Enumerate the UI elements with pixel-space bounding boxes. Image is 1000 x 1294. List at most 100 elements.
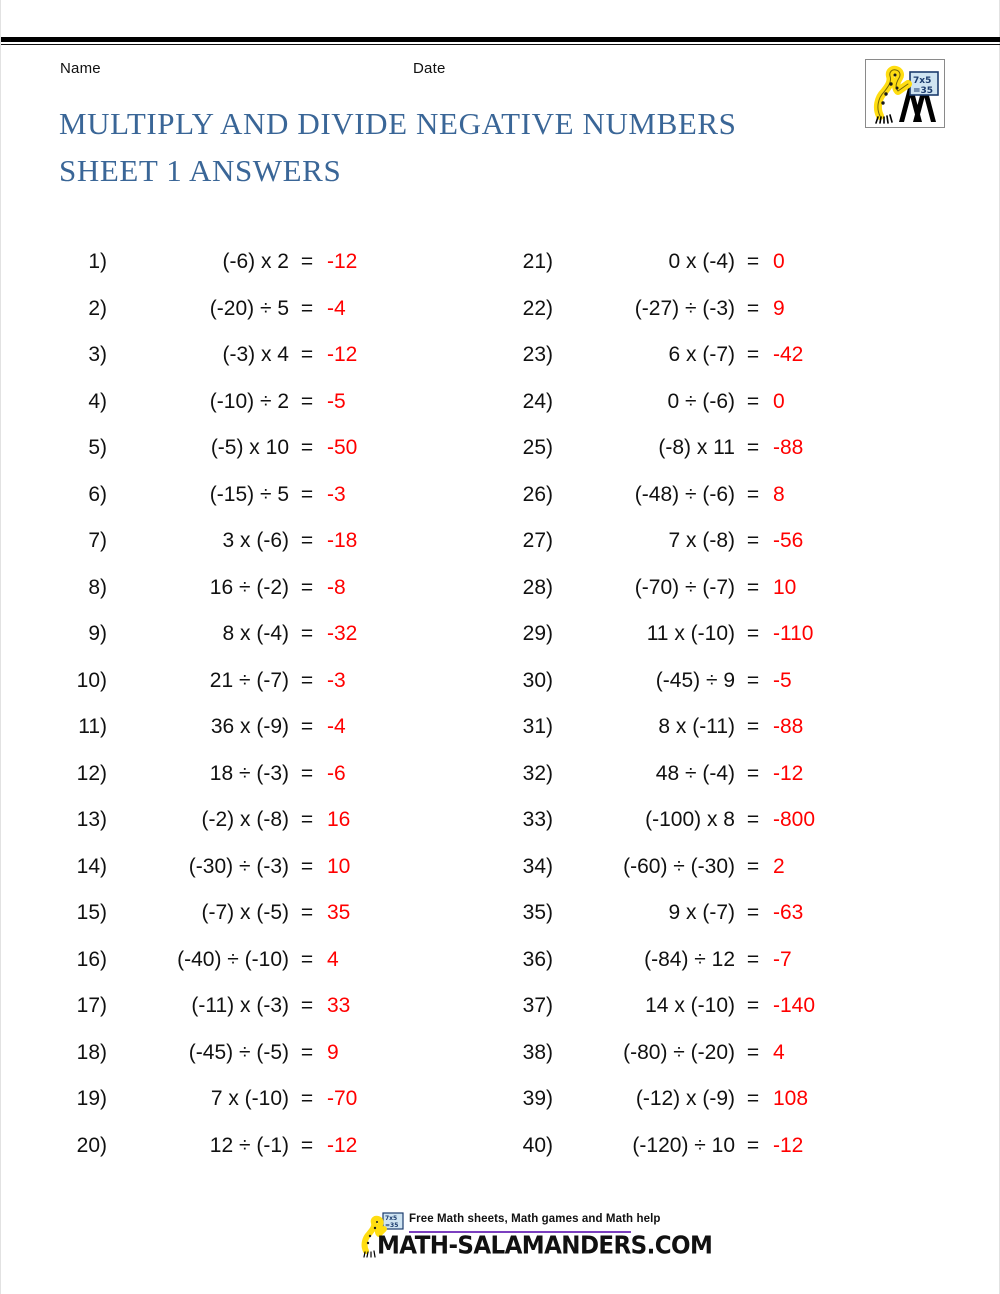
problem-expression: (-60) ÷ (-30) (623, 854, 735, 878)
problem-number: 40) (522, 1133, 553, 1157)
equals-sign: = (300, 482, 314, 506)
problem-row: 24) 0 ÷ (-6) = 0 (509, 390, 955, 437)
date-label: Date (413, 60, 446, 77)
page-title: MULTIPLY AND DIVIDE NEGATIVE NUMBERS SHE… (59, 100, 849, 194)
equals-sign: = (300, 808, 314, 831)
footer-underline (409, 1231, 631, 1233)
problem-number: 18) (76, 1040, 107, 1064)
problem-number: 8) (88, 575, 107, 599)
problem-row: 8) 16 ÷ (-2) = -8 (63, 576, 509, 623)
problem-expression: (-70) ÷ (-7) (634, 575, 735, 599)
equals-sign: = (300, 761, 314, 785)
problem-answer: -5 (773, 668, 792, 692)
problem-row: 37) 14 x (-10) = -140 (509, 994, 955, 1041)
problem-answer: 0 (773, 250, 785, 273)
problem-number: 28) (522, 575, 553, 599)
problem-number: 10) (76, 668, 107, 692)
problem-answer: 10 (327, 854, 351, 878)
problem-row: 25) (-8) x 11 = -88 (509, 436, 955, 483)
problem-expression: (-5) x 10 (210, 436, 289, 459)
problem-number: 23) (522, 343, 553, 366)
problem-answer: 4 (327, 947, 339, 971)
problem-expression: 0 x (-4) (668, 250, 735, 273)
problem-row: 4) (-10) ÷ 2 = -5 (63, 390, 509, 437)
equals-sign: = (746, 808, 760, 831)
equals-sign: = (300, 901, 314, 924)
problem-row: 26) (-48) ÷ (-6) = 8 (509, 483, 955, 530)
problem-expression: (-3) x 4 (222, 343, 289, 366)
equals-sign: = (746, 1133, 760, 1157)
equals-sign: = (746, 482, 760, 506)
problem-row: 7) 3 x (-6) = -18 (63, 529, 509, 576)
problem-expression: (-100) x 8 (645, 808, 735, 831)
problem-answer: 8 (773, 482, 785, 506)
problem-expression: 6 x (-7) (668, 343, 735, 366)
problem-row: 10) 21 ÷ (-7) = -3 (63, 669, 509, 716)
problem-answer: -88 (773, 715, 804, 738)
problem-number: 19) (76, 1087, 107, 1110)
problem-expression: 14 x (-10) (645, 994, 735, 1017)
problem-answer: -18 (327, 529, 358, 552)
equals-sign: = (746, 343, 760, 366)
problem-expression: (-120) ÷ 10 (632, 1133, 735, 1157)
equals-sign: = (300, 529, 314, 552)
problem-answer: -4 (327, 296, 346, 320)
salamander-logo-icon: 7x5 =35 (866, 60, 944, 127)
problem-number: 11) (78, 715, 107, 738)
problem-expression: (-6) x 2 (222, 250, 289, 273)
problem-number: 7) (88, 529, 107, 552)
problem-row: 38) (-80) ÷ (-20) = 4 (509, 1041, 955, 1088)
problem-row: 23) 6 x (-7) = -42 (509, 343, 955, 390)
problem-number: 3) (88, 343, 107, 366)
problem-answer: -12 (327, 250, 358, 273)
problem-expression: (-10) ÷ 2 (209, 389, 289, 413)
problem-number: 9) (88, 622, 107, 645)
problem-row: 5) (-5) x 10 = -50 (63, 436, 509, 483)
problem-number: 35) (522, 901, 553, 924)
problem-row: 19) 7 x (-10) = -70 (63, 1087, 509, 1134)
problem-expression: 21 ÷ (-7) (209, 668, 289, 692)
problem-number: 29) (522, 622, 553, 645)
problem-answer: -12 (327, 343, 358, 366)
problem-number: 14) (76, 854, 107, 878)
problem-number: 20) (76, 1133, 107, 1157)
footer-site-url[interactable]: MATH-SALAMANDERS.COM (377, 1232, 713, 1261)
equals-sign: = (746, 668, 760, 692)
problem-expression: (-12) x (-9) (635, 1087, 735, 1110)
equals-sign: = (300, 1087, 314, 1110)
problem-row: 35) 9 x (-7) = -63 (509, 901, 955, 948)
equals-sign: = (746, 715, 760, 738)
equals-sign: = (300, 947, 314, 971)
footer-tagline: Free Math sheets, Math games and Math he… (409, 1213, 661, 1225)
problem-number: 5) (88, 436, 107, 459)
problem-number: 36) (522, 947, 553, 971)
problem-answer: -63 (773, 901, 804, 924)
problem-answer: -3 (327, 668, 346, 692)
problem-number: 13) (76, 808, 107, 831)
equals-sign: = (300, 250, 314, 273)
problem-row: 12) 18 ÷ (-3) = -6 (63, 762, 509, 809)
problem-number: 2) (88, 296, 107, 320)
equals-sign: = (300, 1040, 314, 1064)
top-divider-rule-thin (1, 44, 1000, 45)
problem-number: 38) (522, 1040, 553, 1064)
problem-answer: -88 (773, 436, 804, 459)
problem-number: 30) (522, 668, 553, 692)
problem-expression: 12 ÷ (-1) (209, 1133, 289, 1157)
problem-answer: -6 (327, 761, 346, 785)
equals-sign: = (746, 854, 760, 878)
problem-expression: 36 x (-9) (210, 715, 289, 738)
footer-logo[interactable]: 7x5 =35 (357, 1211, 409, 1259)
problem-row: 36) (-84) ÷ 12 = -7 (509, 948, 955, 995)
equals-sign: = (300, 668, 314, 692)
problem-row: 2) (-20) ÷ 5 = -4 (63, 297, 509, 344)
problem-row: 3) (-3) x 4 = -12 (63, 343, 509, 390)
footer-logo-board-line-2: =35 (385, 1222, 398, 1229)
problem-number: 24) (522, 389, 553, 413)
problem-columns: 1) (-6) x 2 = -12 2) (-20) ÷ 5 = -4 3) (… (1, 250, 1000, 1180)
problem-answer: -110 (773, 622, 814, 645)
problem-answer: -32 (327, 622, 358, 645)
problem-answer: -56 (773, 529, 804, 552)
problem-row: 15) (-7) x (-5) = 35 (63, 901, 509, 948)
problem-number: 17) (76, 994, 107, 1017)
